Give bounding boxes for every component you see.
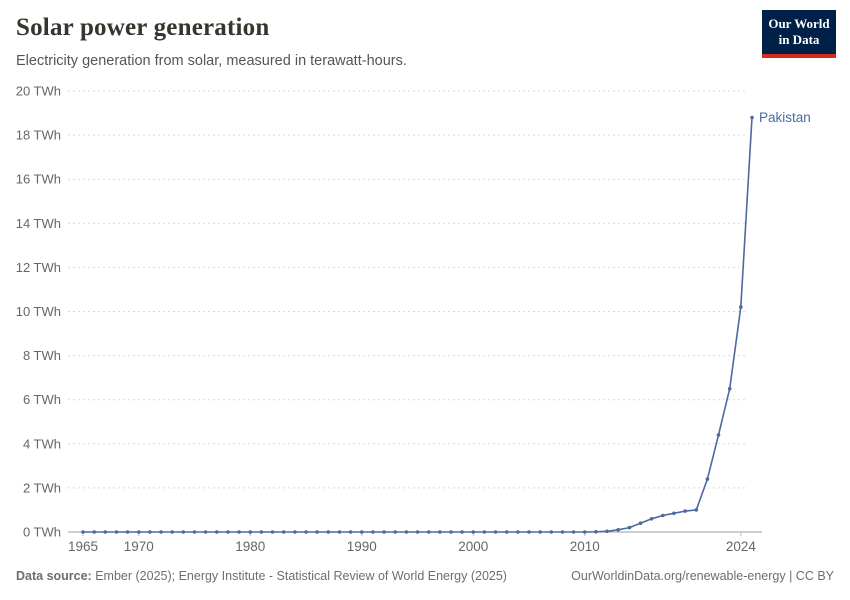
data-point[interactable] [137,530,141,534]
data-point[interactable] [438,530,442,534]
data-point[interactable] [226,530,230,534]
y-tick-label: 12 TWh [16,260,61,275]
data-point[interactable] [393,530,398,534]
y-tick-label: 0 TWh [23,525,61,540]
data-point[interactable] [192,530,197,534]
data-point[interactable] [125,530,130,534]
data-source-note: Data source: Ember (2025); Energy Instit… [16,569,507,583]
data-source-label: Data source: [16,569,92,583]
data-point[interactable] [348,530,353,534]
data-point[interactable] [538,530,542,534]
y-tick-label: 8 TWh [23,348,61,363]
chart-footer: Data source: Ember (2025); Energy Instit… [16,569,834,583]
data-point[interactable] [81,530,85,534]
data-point[interactable] [281,530,286,534]
data-point[interactable] [148,530,152,534]
data-point[interactable] [661,513,665,518]
y-tick-label: 4 TWh [23,436,61,451]
data-point[interactable] [638,521,643,525]
data-point[interactable] [549,530,554,534]
data-point[interactable] [337,530,342,534]
data-point[interactable] [739,305,743,309]
data-point[interactable] [627,525,632,530]
series-end-label: Pakistan [759,110,811,125]
data-point[interactable] [616,528,620,532]
y-tick-label: 16 TWh [16,172,61,187]
data-point[interactable] [560,530,565,534]
owid-logo-line2: in Data [778,32,820,48]
y-tick-label: 10 TWh [16,304,61,319]
y-tick-label: 20 TWh [16,84,61,99]
y-tick-label: 6 TWh [23,392,61,407]
data-point[interactable] [92,530,96,534]
x-tick-label: 1965 [68,539,98,554]
data-point[interactable] [293,530,297,534]
y-tick-label: 18 TWh [16,128,61,143]
data-source-text: Ember (2025); Energy Institute - Statist… [91,569,507,583]
data-point[interactable] [215,530,219,534]
owid-license-link[interactable]: OurWorldinData.org/renewable-energy | CC… [571,569,834,583]
data-point[interactable] [426,530,431,534]
data-point[interactable] [360,530,364,534]
data-point[interactable] [304,530,308,534]
data-point[interactable] [449,530,453,534]
data-point[interactable] [750,115,754,120]
data-point[interactable] [482,530,487,534]
x-tick-label: 2000 [458,539,488,554]
data-point[interactable] [404,530,409,534]
x-tick-label: 1970 [124,539,154,554]
data-point[interactable] [237,530,241,534]
y-tick-label: 14 TWh [16,216,61,231]
data-point[interactable] [571,530,576,534]
data-point[interactable] [594,530,598,534]
data-point[interactable] [203,530,208,534]
x-tick-label: 1990 [347,539,377,554]
data-point[interactable] [471,530,476,534]
x-tick-label: 2010 [570,539,600,554]
data-point[interactable] [326,530,331,534]
data-point[interactable] [159,530,163,534]
page-title: Solar power generation [16,14,270,41]
y-tick-label: 2 TWh [23,480,61,495]
data-point[interactable] [415,530,420,534]
data-point[interactable] [683,509,687,513]
data-point[interactable] [605,529,609,534]
data-point[interactable] [270,530,275,534]
x-tick-label: 1980 [235,539,265,554]
x-tick-label: 2024 [726,539,757,554]
data-point[interactable] [315,530,319,534]
data-point[interactable] [114,530,119,534]
data-point[interactable] [672,511,676,516]
data-point[interactable] [371,530,375,534]
data-point[interactable] [716,433,721,437]
data-point[interactable] [170,530,174,534]
data-point[interactable] [527,530,531,534]
data-point[interactable] [259,530,264,534]
data-point[interactable] [248,530,253,534]
data-point[interactable] [516,530,520,534]
data-point[interactable] [694,508,699,512]
data-point[interactable] [493,530,498,534]
owid-logo-line1: Our World [768,16,830,31]
data-point[interactable] [181,530,186,534]
data-point[interactable] [460,530,464,534]
data-point[interactable] [583,530,587,534]
data-point[interactable] [382,530,386,534]
data-point[interactable] [705,477,710,481]
data-point[interactable] [649,517,654,521]
owid-logo[interactable]: Our World in Data [762,10,836,58]
data-point[interactable] [103,530,108,534]
data-point[interactable] [727,386,732,391]
data-point[interactable] [504,530,509,534]
page-subtitle: Electricity generation from solar, measu… [16,53,407,69]
